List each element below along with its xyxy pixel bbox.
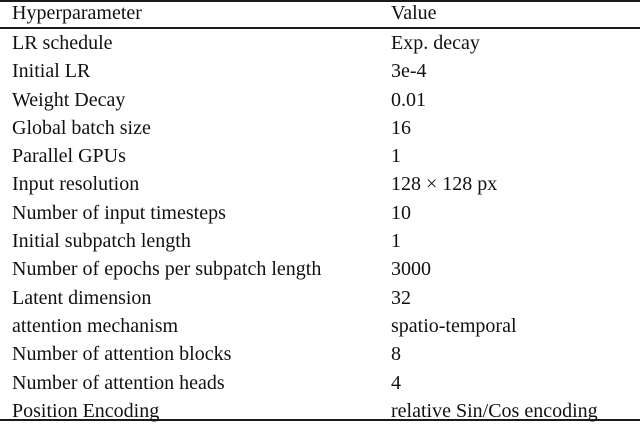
row-value: 1 <box>391 230 401 253</box>
row-value: 32 <box>391 286 411 309</box>
row-value: 1 <box>391 145 401 168</box>
table-row: Position Encoding relative Sin/Cos encod… <box>0 397 640 425</box>
row-value: 0.01 <box>391 88 426 111</box>
row-value: 8 <box>391 343 401 366</box>
row-param: Number of attention blocks <box>12 343 232 366</box>
table-row: Weight Decay 0.01 <box>0 86 640 114</box>
header-rule <box>0 27 640 29</box>
row-param: Initial LR <box>12 60 91 83</box>
table-row: Number of input timesteps 10 <box>0 199 640 227</box>
row-value: 16 <box>391 116 411 139</box>
row-value: 3e-4 <box>391 60 427 83</box>
row-value: spatio-temporal <box>391 314 517 337</box>
row-param: Number of attention heads <box>12 371 225 394</box>
row-value: relative Sin/Cos encoding <box>391 399 598 422</box>
row-param: attention mechanism <box>12 314 179 337</box>
row-param: Position Encoding <box>12 399 160 422</box>
row-value: 3000 <box>391 258 431 281</box>
table-row: Global batch size 16 <box>0 114 640 142</box>
row-param: Initial subpatch length <box>12 230 191 253</box>
table-row: Number of attention heads 4 <box>0 369 640 397</box>
row-param: Number of input timesteps <box>12 201 226 224</box>
row-param: Parallel GPUs <box>12 145 126 168</box>
table-row: Number of attention blocks 8 <box>0 340 640 368</box>
header-row: Hyperparameter Value <box>0 0 640 28</box>
row-param: Latent dimension <box>12 286 152 309</box>
row-param: Weight Decay <box>12 88 126 111</box>
row-value: 4 <box>391 371 401 394</box>
table-row: LR schedule Exp. decay <box>0 28 640 57</box>
table-row: Initial LR 3e-4 <box>0 57 640 85</box>
table-row: Number of epochs per subpatch length 300… <box>0 255 640 283</box>
row-param: Input resolution <box>12 173 140 196</box>
top-rule <box>0 0 640 2</box>
table-row: Parallel GPUs 1 <box>0 142 640 170</box>
table-row: Latent dimension 32 <box>0 284 640 312</box>
row-param: LR schedule <box>12 32 113 54</box>
table-row: attention mechanism spatio-temporal <box>0 312 640 340</box>
row-param: Global batch size <box>12 116 151 139</box>
bottom-rule <box>0 419 640 421</box>
row-value: 128 × 128 px <box>391 173 498 196</box>
row-param: Number of epochs per subpatch length <box>12 258 322 281</box>
row-value: Exp. decay <box>391 32 480 54</box>
table-row: Initial subpatch length 1 <box>0 227 640 255</box>
header-value: Value <box>391 2 437 24</box>
header-hyperparameter: Hyperparameter <box>12 2 142 24</box>
table-row: Input resolution 128 × 128 px <box>0 170 640 198</box>
row-value: 10 <box>391 201 411 224</box>
